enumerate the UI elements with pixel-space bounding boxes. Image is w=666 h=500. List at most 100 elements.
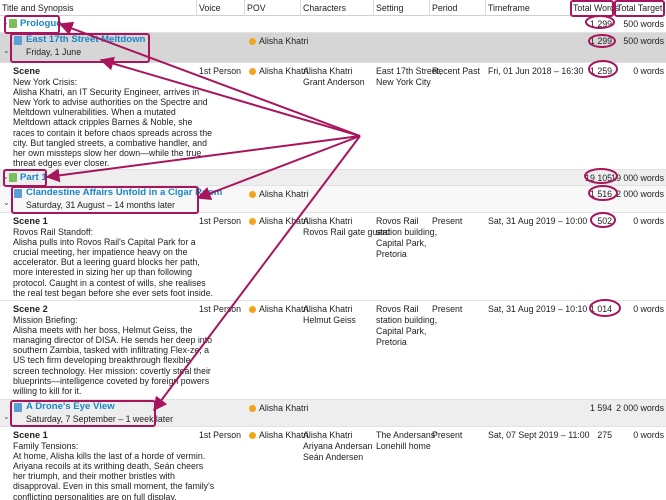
character: Alisha Khatri bbox=[303, 430, 353, 440]
scene-title: Scene 1 bbox=[13, 216, 48, 226]
chapter-icon bbox=[14, 403, 22, 412]
synopsis-line: Mission Briefing: bbox=[13, 315, 78, 325]
expand-toggle: ⌄ bbox=[2, 18, 9, 27]
setting: East 17th Street, bbox=[376, 66, 442, 76]
setting: Capital Park, bbox=[376, 238, 427, 248]
pov-dot bbox=[249, 218, 256, 225]
synopsis-line: the real test began before she ever sets… bbox=[13, 287, 214, 298]
total-words: 1 594 bbox=[589, 403, 612, 413]
synopsis-line: Alisha meets with her boss, Helmut Geiss… bbox=[13, 325, 193, 336]
total-target: 19 000 words bbox=[611, 173, 664, 183]
synopsis-line: Alisha Khatri, an IT Security Engineer, … bbox=[13, 87, 200, 98]
pov: Alisha Khatri bbox=[259, 66, 309, 76]
setting: station building, bbox=[376, 315, 438, 325]
synopsis-line: her own missteps slow her down—while the… bbox=[13, 147, 202, 158]
column-header: POV bbox=[247, 3, 266, 13]
pov: Alisha Khatri bbox=[259, 403, 309, 413]
synopsis-line: willing to kill for it. bbox=[13, 385, 82, 396]
synopsis-line: New York to advise authorities on the Sp… bbox=[13, 97, 208, 108]
synopsis-line: protocol. Caught in a contest of wills, … bbox=[13, 277, 206, 288]
total-target: 500 words bbox=[623, 19, 664, 29]
chapter-title: East 17th Street Meltdown bbox=[26, 34, 146, 45]
character: Grant Anderson bbox=[303, 77, 365, 87]
expand-toggle: ⌄ bbox=[3, 197, 10, 207]
chapter-title: Clandestine Affairs Unfold in a Cigar Ro… bbox=[26, 187, 223, 198]
period: Present bbox=[432, 216, 463, 226]
scene-row: Scene New York Crisis: Alisha Khatri, an I… bbox=[0, 63, 666, 170]
synopsis-line: Alisha pulls into Rovos Rail's Capital P… bbox=[13, 237, 196, 248]
chapter-row: ⌄ Part 1 19 105 19 000 words bbox=[0, 170, 666, 186]
synopsis-line: races to contain it before chaos spreads… bbox=[13, 127, 213, 138]
synopsis-line: Family Tensions: bbox=[13, 441, 79, 451]
total-words: 275 bbox=[597, 430, 612, 440]
character: Alisha Khatri bbox=[303, 304, 353, 314]
header-row: Title and Synopsis Voice POV Characters Sett… bbox=[0, 0, 666, 16]
pov-dot bbox=[249, 68, 256, 75]
expand-toggle: ⌄ bbox=[2, 172, 9, 181]
synopsis-line: threat edges ever closer. bbox=[13, 157, 110, 168]
chapter-row: ⌄ East 17th Street Meltdown Friday, 1 June… bbox=[0, 33, 666, 63]
pov-dot bbox=[249, 38, 256, 45]
character: Seán Andersen bbox=[303, 452, 364, 462]
voice: 1st Person bbox=[199, 216, 242, 226]
column-separator bbox=[429, 0, 430, 16]
synopsis-line: her triumph, and their mother bristles w… bbox=[13, 471, 175, 482]
pov-dot bbox=[249, 405, 256, 412]
timeframe: Sat, 31 Aug 2019 – 10:10 bbox=[488, 304, 588, 314]
part-icon bbox=[9, 173, 17, 182]
expand-toggle: ⌄ bbox=[3, 46, 10, 55]
column-header: Timeframe bbox=[488, 3, 530, 13]
scene-row: Scene 1 Rovos Rail Standoff: Alisha pulls … bbox=[0, 213, 666, 301]
voice: 1st Person bbox=[199, 430, 242, 440]
period: Recent Past bbox=[432, 66, 480, 76]
pov: Alisha Khatri bbox=[259, 36, 309, 46]
synopsis-line: managing director of DISA. He sends her … bbox=[13, 335, 213, 346]
synopsis-line: accelerator. But a leering guard blocks … bbox=[13, 257, 200, 268]
synopsis-line: city. But tangled streets, a combative h… bbox=[13, 137, 207, 148]
voice: 1st Person bbox=[199, 304, 242, 314]
chapter-title: A Drone's Eye View bbox=[26, 401, 115, 412]
period: Present bbox=[432, 430, 463, 440]
setting: Rovos Rail bbox=[376, 304, 419, 314]
character: Helmut Geiss bbox=[303, 315, 356, 325]
part-title: Prologue bbox=[20, 18, 62, 29]
synopsis-line: more interested in sizing her up than fo… bbox=[13, 267, 192, 278]
setting: Pretoria bbox=[376, 337, 407, 347]
chapter-subtitle: Saturday, 7 September – 1 week later bbox=[26, 414, 174, 424]
chapter-row: ⌄ A Drone's Eye View Saturday, 7 September… bbox=[0, 400, 666, 427]
synopsis-line: Meltdown attack cripples Barnes & Noble,… bbox=[13, 117, 193, 128]
total-target: 0 words bbox=[633, 430, 664, 440]
total-target: 2 000 words bbox=[616, 403, 664, 413]
character: Alisha Khatri bbox=[303, 66, 353, 76]
scene-title: Scene bbox=[13, 66, 41, 76]
column-separator bbox=[570, 0, 571, 16]
period: Present bbox=[432, 304, 463, 314]
synopsis-line: Meltdown vulnerabilities. When a mutated bbox=[13, 107, 176, 118]
synopsis-line: conflicting personalities are on full di… bbox=[13, 491, 177, 500]
total-words: 1 299 bbox=[589, 36, 612, 46]
chapter-row: ⌄ Prologue 1 299 500 words bbox=[0, 16, 666, 33]
pov: Alisha Khatri bbox=[259, 430, 309, 440]
chapter-icon bbox=[14, 36, 22, 45]
total-words: 19 105 bbox=[585, 173, 612, 183]
character: Alisha Khatri bbox=[303, 216, 353, 226]
synopsis-line: Ariyana recoils at its writhing death, S… bbox=[13, 461, 204, 472]
setting: Rovos Rail bbox=[376, 216, 419, 226]
column-header: Total Words bbox=[573, 3, 620, 13]
chapter-icon bbox=[14, 189, 22, 198]
part-title: Part 1 bbox=[20, 172, 47, 183]
setting: Capital Park, bbox=[376, 326, 427, 336]
pov-dot bbox=[249, 191, 256, 198]
column-separator bbox=[485, 0, 486, 16]
total-target: 0 words bbox=[633, 304, 664, 314]
total-words: 502 bbox=[597, 216, 612, 226]
scene-row: Scene 2 Mission Briefing: Alisha meets wit… bbox=[0, 301, 666, 400]
voice: 1st Person bbox=[199, 66, 242, 76]
setting: station building, bbox=[376, 227, 438, 237]
pov: Alisha Khatri bbox=[259, 189, 309, 199]
total-words: 1 516 bbox=[589, 189, 612, 199]
column-header: Characters bbox=[303, 3, 347, 13]
total-words: 1 299 bbox=[589, 19, 612, 29]
